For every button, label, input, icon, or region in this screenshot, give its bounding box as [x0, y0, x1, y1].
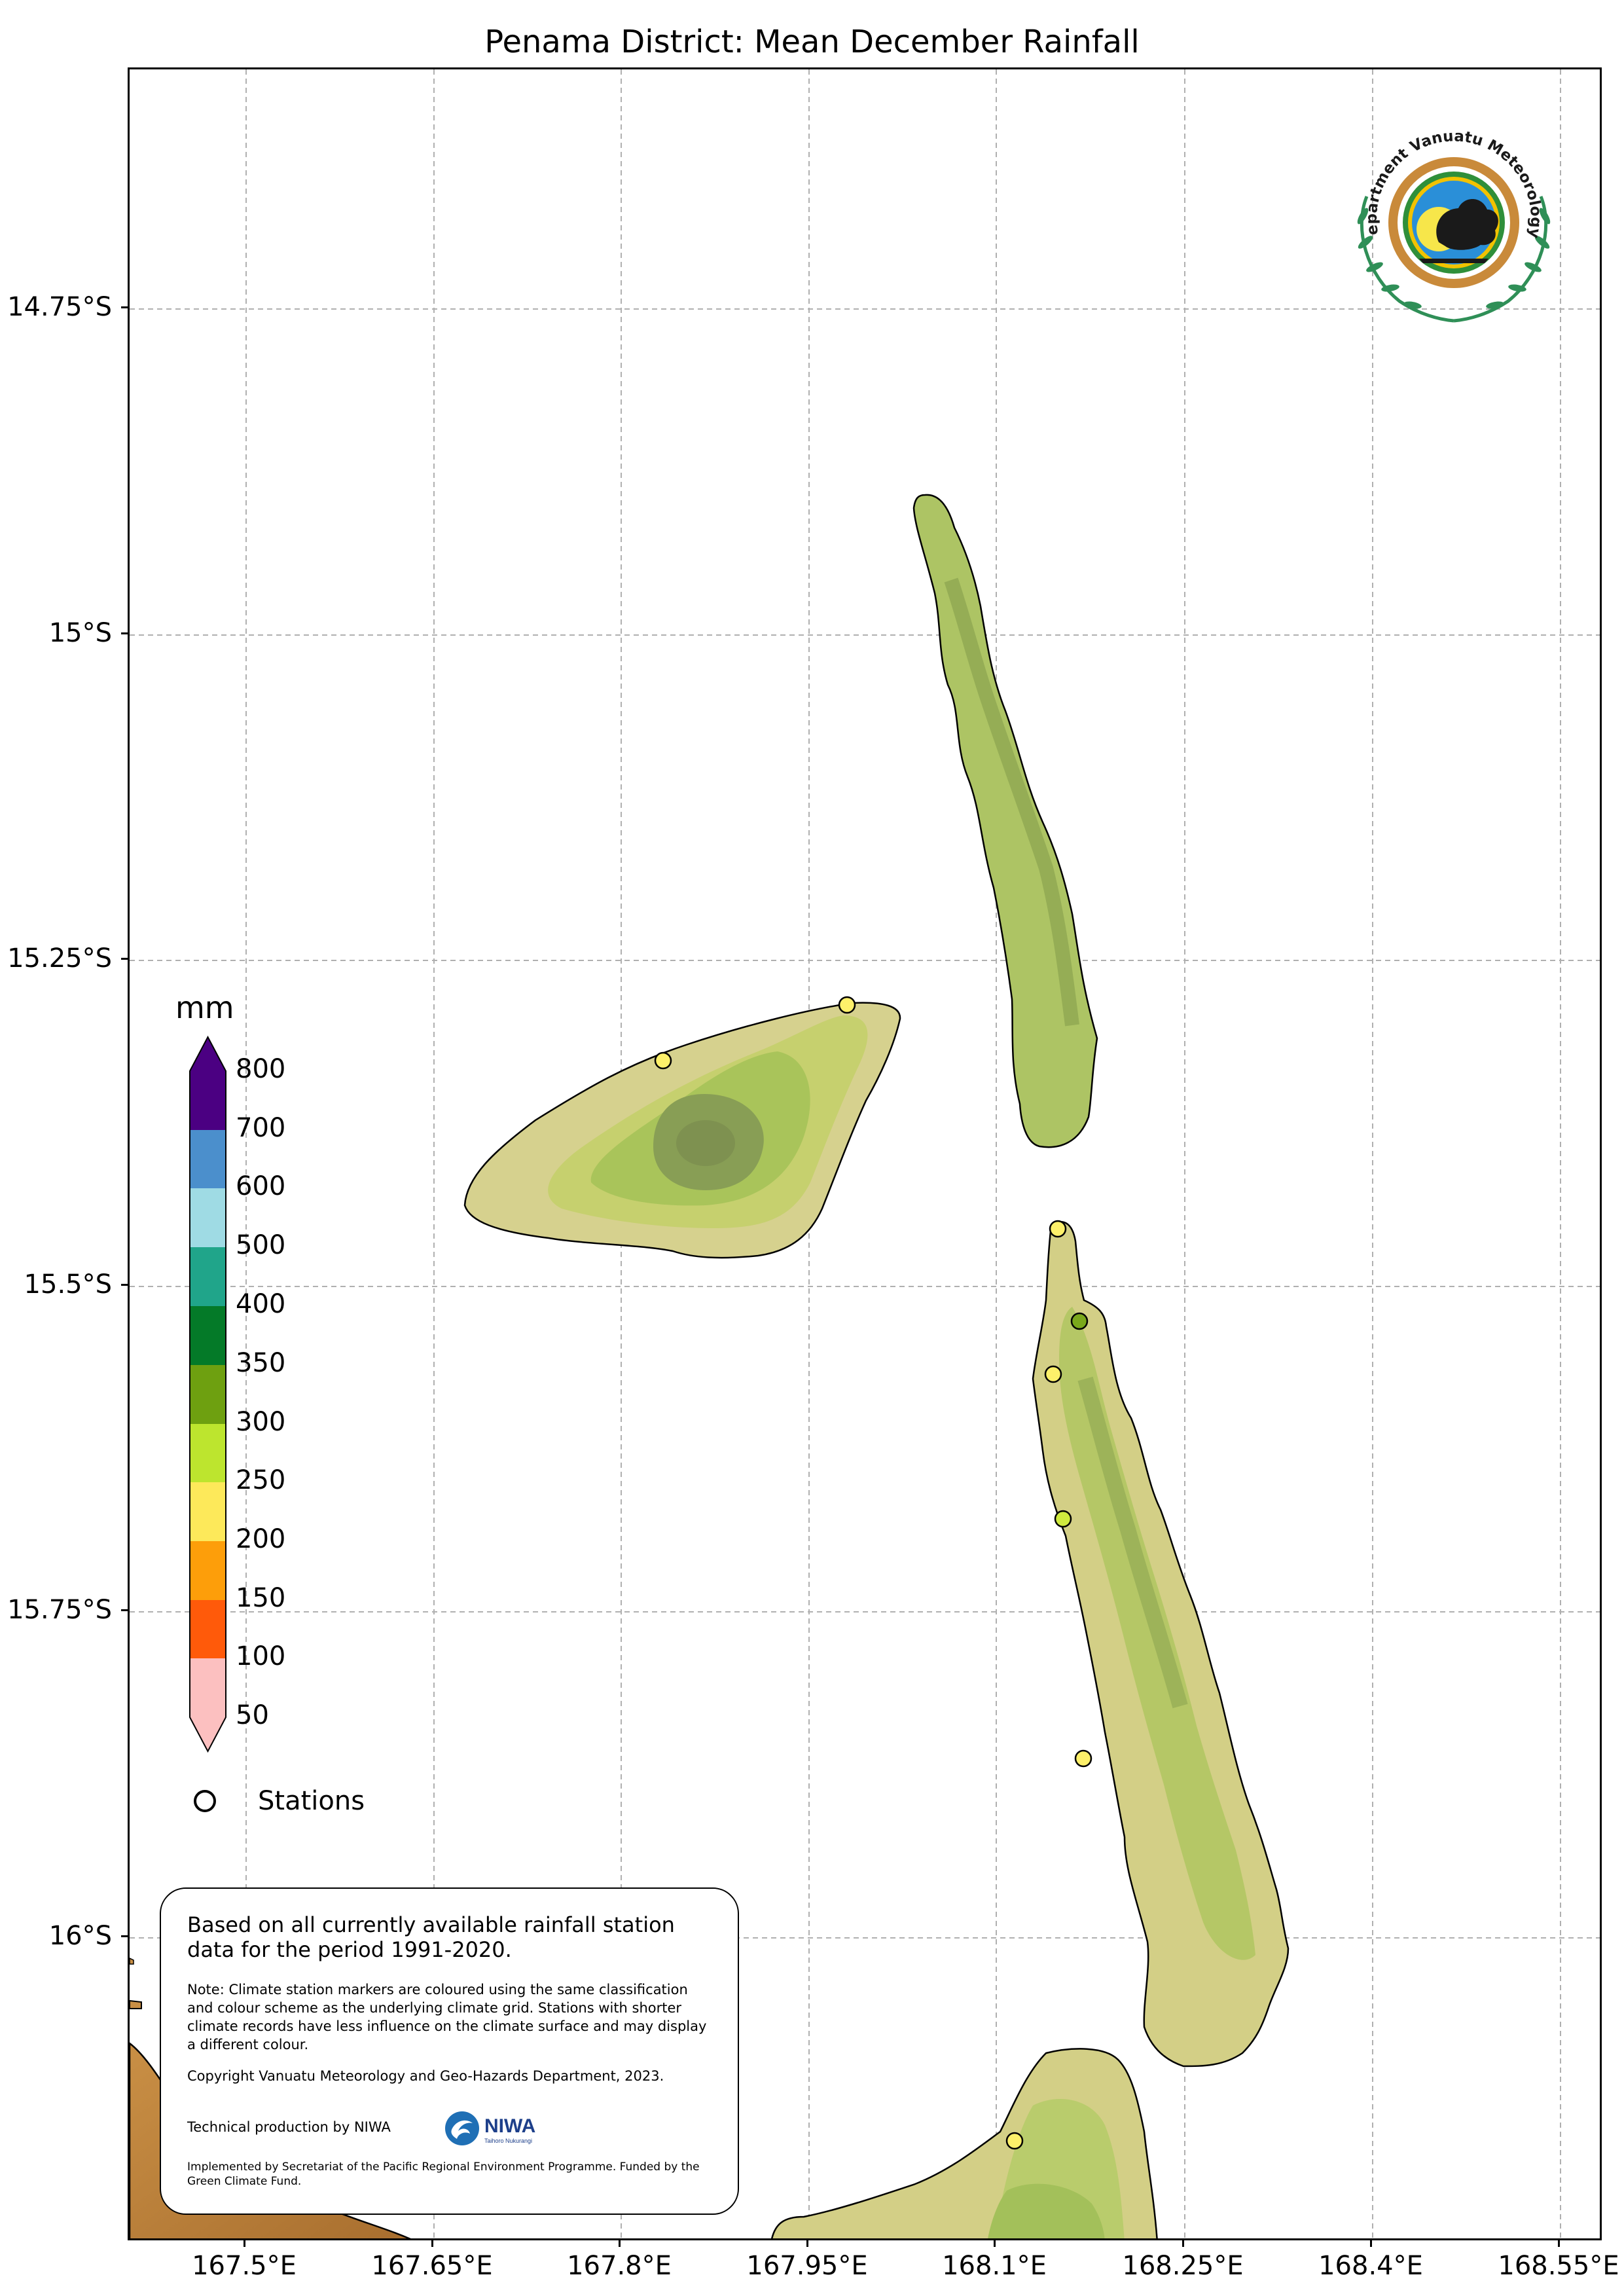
colorbar-segment — [190, 1482, 226, 1541]
station-marker — [1044, 1365, 1062, 1383]
niwa-tagline: Taihoro Nukurangi — [484, 2138, 532, 2144]
longitude-tick — [1558, 2240, 1560, 2247]
map-frame[interactable] — [128, 67, 1602, 2240]
info-based-on: Based on all currently available rainfal… — [187, 1912, 675, 1962]
latitude-label: 15.75°S — [7, 1595, 112, 1625]
colorbar-segment — [190, 1658, 226, 1751]
vmgd-logo-icon: Department Vanuatu Meteorology and Geo-H… — [1341, 111, 1551, 323]
colorbar-label: 350 — [236, 1348, 286, 1378]
longitude-tick — [619, 2240, 621, 2247]
colorbar-segment — [190, 1306, 226, 1365]
station-marker — [1054, 1510, 1072, 1528]
station-marker — [1070, 1312, 1089, 1330]
longitude-label: 168.25°E — [1122, 2251, 1244, 2281]
colorbar-label: 250 — [236, 1465, 286, 1495]
colorbar-outline — [189, 1035, 226, 1753]
station-marker — [1074, 1749, 1092, 1768]
latitude-label: 15.5°S — [24, 1269, 112, 1300]
station-marker-icon — [194, 1790, 216, 1812]
station-marker — [654, 1051, 672, 1070]
colorbar-label: 600 — [236, 1171, 286, 1201]
island-pentecost — [1032, 1221, 1290, 2068]
longitude-label: 167.5°E — [192, 2251, 297, 2281]
map-gridlines — [130, 69, 1600, 2238]
latitude-label: 15.25°S — [7, 943, 112, 974]
map-canvas — [130, 69, 1600, 2238]
info-note: Note: Climate station markers are colour… — [187, 1982, 707, 2052]
island-south-centre — [771, 2048, 1158, 2238]
map-title: Penama District: Mean December Rainfall — [484, 24, 1140, 60]
station-markers — [654, 996, 1092, 2150]
info-technical: Technical production by NIWA — [187, 2119, 391, 2135]
latitude-tick — [121, 1284, 128, 1286]
island-maewo — [912, 494, 1098, 1148]
latitude-tick — [121, 1609, 128, 1611]
longitude-tick — [244, 2240, 245, 2247]
colorbar-label: 700 — [236, 1113, 286, 1143]
colorbar-label: 100 — [236, 1641, 286, 1671]
latitude-tick — [121, 1935, 128, 1937]
longitude-label: 168.4°E — [1318, 2251, 1423, 2281]
colorbar-segment — [190, 1365, 226, 1424]
colorbar-segment — [190, 1541, 226, 1600]
longitude-label: 167.95°E — [746, 2251, 868, 2281]
longitude-label: 168.1°E — [942, 2251, 1047, 2281]
niwa-logo-icon: NIWA Taihoro Nukurangi — [445, 2111, 535, 2145]
longitude-label: 168.55°E — [1498, 2251, 1619, 2281]
longitude-tick — [1370, 2240, 1372, 2247]
legend-unit-label: mm — [175, 990, 234, 1025]
info-implemented: Implemented by Secretariat of the Pacifi… — [187, 2160, 700, 2188]
island-ambae — [463, 1002, 901, 1259]
longitude-label: 167.65°E — [371, 2251, 493, 2281]
longitude-tick — [994, 2240, 996, 2247]
longitude-tick — [431, 2240, 433, 2247]
info-box: Based on all currently available rainfal… — [160, 1887, 739, 2215]
info-technical-row: Technical production by NIWA NIWA Taihor… — [187, 2109, 712, 2148]
info-copyright: Copyright Vanuatu Meteorology and Geo-Ha… — [187, 2068, 664, 2084]
colorbar-segment — [190, 1424, 226, 1482]
colorbar-label: 500 — [236, 1230, 286, 1260]
rainfall-colorbar — [189, 1035, 226, 1753]
colorbar-segment — [190, 1188, 226, 1247]
colorbar-segment — [190, 1130, 226, 1188]
latitude-label: 15°S — [48, 618, 112, 648]
latitude-tick — [121, 958, 128, 960]
colorbar-label: 400 — [236, 1289, 286, 1319]
longitude-tick — [1182, 2240, 1184, 2247]
station-marker — [838, 996, 856, 1014]
station-marker — [1005, 2132, 1024, 2150]
colorbar-segment — [190, 1600, 226, 1658]
colorbar-label: 200 — [236, 1524, 286, 1554]
station-marker — [1049, 1220, 1067, 1238]
niwa-name: NIWA — [484, 2115, 535, 2137]
stations-legend-label: Stations — [258, 1786, 365, 1816]
colorbar-label: 300 — [236, 1407, 286, 1437]
longitude-tick — [806, 2240, 808, 2247]
colorbar-label: 150 — [236, 1583, 286, 1613]
latitude-tick — [121, 306, 128, 308]
colorbar-label: 50 — [236, 1700, 269, 1730]
latitude-tick — [121, 632, 128, 634]
latitude-label: 14.75°S — [7, 292, 112, 322]
longitude-label: 167.8°E — [567, 2251, 672, 2281]
colorbar-label: 800 — [236, 1054, 286, 1084]
latitude-label: 16°S — [48, 1921, 112, 1951]
colorbar-segment — [190, 1037, 226, 1130]
colorbar-segment — [190, 1247, 226, 1306]
